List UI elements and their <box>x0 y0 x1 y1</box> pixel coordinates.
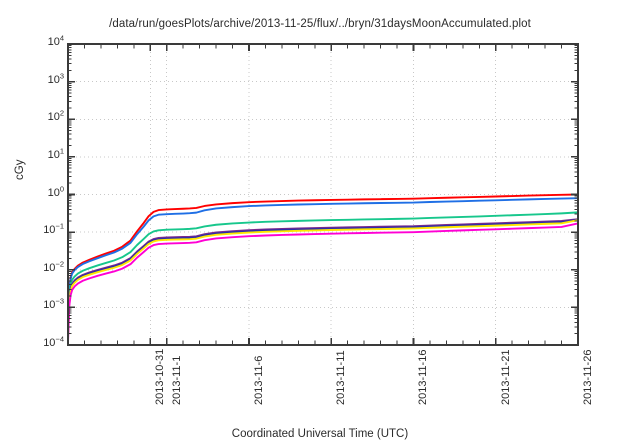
series-line-series-7 <box>68 222 578 343</box>
series-line-series-4 <box>68 218 578 337</box>
y-tick-label: 103 <box>47 70 64 86</box>
series-line-series-1 <box>68 193 578 326</box>
y-tick-label: 100 <box>47 183 64 199</box>
y-tick-label: 10−2 <box>43 259 64 274</box>
series-line-series-3 <box>68 211 578 334</box>
y-tick-label: 10−3 <box>43 296 64 312</box>
y-tick-label: 10−1 <box>43 221 64 237</box>
x-tick-label: 2013-11-21 <box>499 349 512 405</box>
series-line-series-6 <box>68 219 578 339</box>
x-tick-label: 2013-11-16 <box>417 349 430 405</box>
y-axis-tick-labels: 104 103 102 101 100 10−1 10−2 10−3 10−4 <box>26 0 64 448</box>
axis-frame <box>67 43 579 346</box>
series-line-series-5 <box>68 218 578 338</box>
data-series-group <box>68 193 578 343</box>
x-tick-label: 2013-11-11 <box>335 350 348 405</box>
y-tick-label: 10−4 <box>43 334 64 349</box>
y-tick-label: 104 <box>47 33 64 48</box>
x-tick-label: 2013-10-31 <box>154 348 167 405</box>
chart-title: /data/run/goesPlots/archive/2013-11-25/f… <box>109 18 531 30</box>
x-tick-label: 2013-11-1 <box>170 355 183 405</box>
y-tick-label: 102 <box>47 108 64 124</box>
x-axis-label: Coordinated Universal Time (UTC) <box>231 428 409 440</box>
grid-lines <box>68 44 578 345</box>
x-tick-label: 2013-11-26 <box>582 349 594 405</box>
x-tick-label: 2013-11-6 <box>252 355 265 405</box>
series-line-series-2 <box>68 197 578 328</box>
y-tick-label: 101 <box>47 146 64 161</box>
